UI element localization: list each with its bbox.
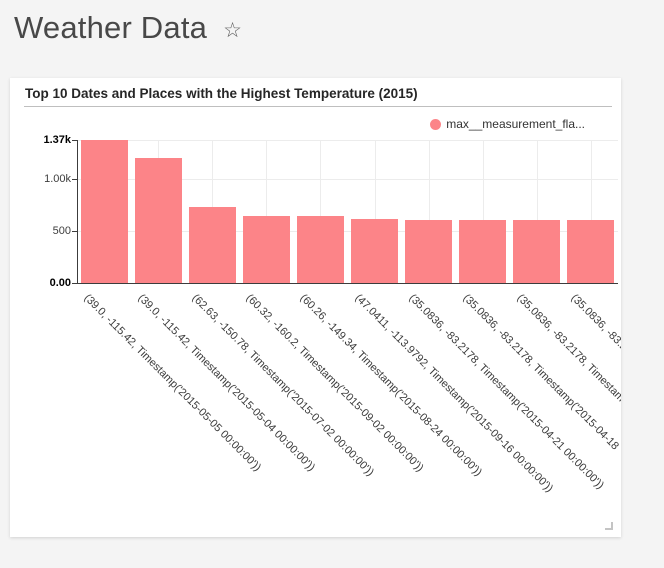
y-axis-label: 500 bbox=[52, 224, 71, 237]
y-axis-tick bbox=[72, 178, 77, 180]
x-axis-line bbox=[77, 283, 618, 284]
bar[interactable] bbox=[351, 219, 399, 283]
y-axis-line bbox=[77, 140, 78, 283]
y-axis-tick bbox=[72, 140, 77, 141]
bar[interactable] bbox=[405, 219, 453, 283]
chart-card: Top 10 Dates and Places with the Highest… bbox=[10, 78, 621, 537]
x-axis-label: (60.26, -149.34, Timestamp('2015-08-24 0… bbox=[297, 292, 485, 479]
bar[interactable] bbox=[242, 215, 290, 283]
star-icon[interactable]: ☆ bbox=[223, 18, 242, 42]
bar[interactable] bbox=[134, 157, 182, 283]
gridline-vertical bbox=[266, 140, 268, 283]
y-axis-label: 1.37k bbox=[43, 134, 71, 146]
bar[interactable] bbox=[567, 220, 615, 283]
gridline-horizontal bbox=[77, 140, 618, 141]
bar[interactable] bbox=[188, 206, 236, 283]
gridline-vertical bbox=[428, 140, 430, 283]
gridline-vertical bbox=[536, 140, 538, 283]
gridline-vertical bbox=[320, 140, 322, 283]
bar[interactable] bbox=[80, 140, 128, 283]
bar[interactable] bbox=[513, 219, 561, 283]
x-axis-label: (39.0, -115.42, Timestamp('2015-05-05 00… bbox=[81, 292, 264, 474]
bar[interactable] bbox=[459, 219, 507, 283]
chart-title: Top 10 Dates and Places with the Highest… bbox=[25, 86, 418, 101]
page-header: Weather Data ☆ bbox=[14, 10, 242, 46]
title-separator bbox=[24, 106, 612, 107]
x-axis-label: (47.0411, -113.9792, Timestamp('2015-09-… bbox=[352, 292, 555, 495]
x-axis-label: (35.0836, -83.2178, Timestamp('2015-04-2… bbox=[406, 292, 606, 492]
gridline-horizontal bbox=[77, 230, 618, 232]
legend-marker-icon bbox=[430, 118, 442, 130]
x-axis-label: (62.63, -150.78, Timestamp('2015-07-02 0… bbox=[189, 292, 377, 479]
legend-item[interactable]: max__measurement_fla... bbox=[430, 117, 585, 131]
gridline-vertical bbox=[482, 140, 484, 283]
resize-handle-icon[interactable] bbox=[605, 522, 613, 530]
page-title: Weather Data bbox=[14, 10, 208, 45]
gridline-vertical bbox=[374, 140, 376, 283]
bar-chart-plot: 1.37k 1.00k 500 0.00 (39.0, -115.42, Timesta… bbox=[10, 78, 621, 537]
y-axis-tick bbox=[72, 283, 77, 284]
y-axis-label: 0.00 bbox=[49, 277, 71, 289]
y-axis-tick bbox=[72, 230, 77, 232]
gridline-vertical bbox=[590, 140, 592, 283]
x-axis-label: (35.0836, -83.2 bbox=[568, 292, 621, 354]
y-axis-label: 1.00k bbox=[44, 172, 71, 185]
gridline-horizontal bbox=[77, 178, 618, 180]
bar[interactable] bbox=[296, 216, 344, 283]
x-axis-label: (35.0836, -83.2178, Timestam bbox=[514, 292, 621, 405]
legend-label: max__measurement_fla... bbox=[446, 117, 585, 131]
